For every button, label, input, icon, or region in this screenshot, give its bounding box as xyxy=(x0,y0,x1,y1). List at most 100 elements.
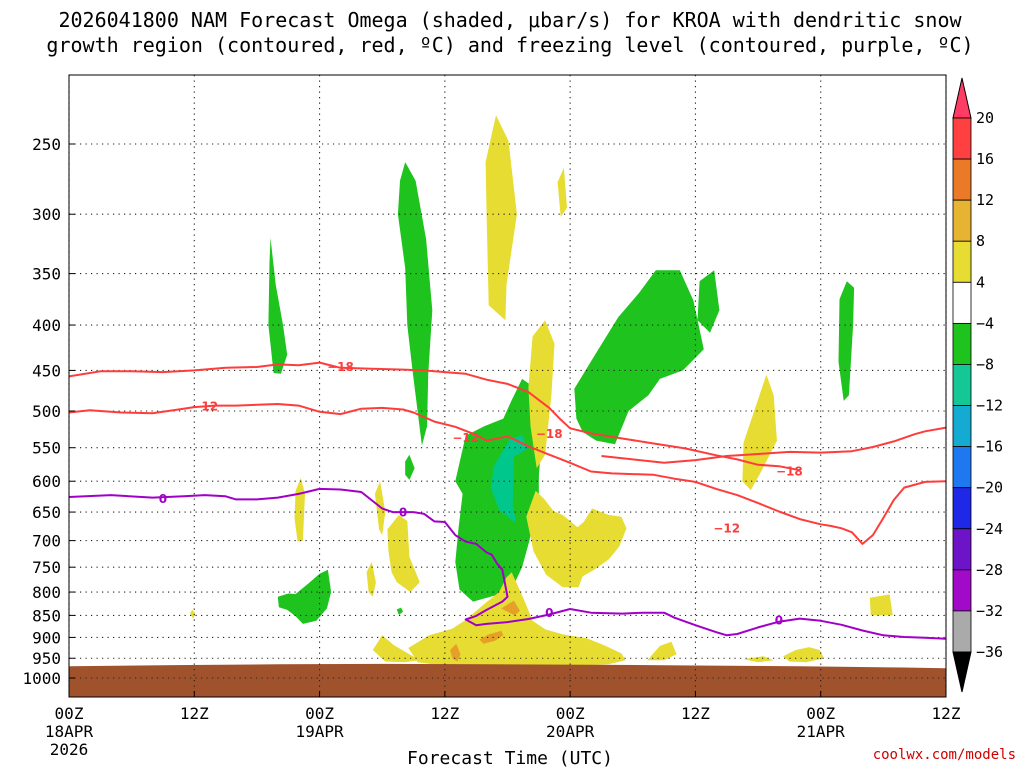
ground-mask xyxy=(69,663,946,697)
colorbar-label-9: −20 xyxy=(976,479,1003,497)
x-tick-label-24-2: 19APR xyxy=(295,722,344,741)
omega-green-1 xyxy=(268,237,288,374)
contour-label-dgz_minus18-0: −18 xyxy=(327,360,354,374)
x-tick-label-48-2: 20APR xyxy=(546,722,595,741)
contour-label-freezing_level-2: 0 xyxy=(545,606,553,620)
omega-yellow-11 xyxy=(408,572,626,666)
contour-dgz_upper_branch xyxy=(601,426,947,464)
omega-yellow-13 xyxy=(783,647,824,663)
colorbar-segment-2 xyxy=(952,199,972,242)
credit-text[interactable]: coolwx.com/models xyxy=(873,747,1016,763)
omega-green-6 xyxy=(697,270,720,333)
omega-green-2 xyxy=(397,162,433,446)
colorbar-label-1: 16 xyxy=(976,150,994,168)
colorbar-bottom-arrow xyxy=(952,651,972,693)
omega-green-8 xyxy=(277,569,332,624)
x-tick-label-24-1: 00Z xyxy=(305,704,334,723)
y-tick-label-700: 700 xyxy=(32,532,61,551)
colorbar-segment-7 xyxy=(952,405,972,448)
y-tick-label-250: 250 xyxy=(32,135,61,154)
colorbar-label-0: 20 xyxy=(976,109,994,127)
omega-yellow-2 xyxy=(557,167,567,217)
x-tick-label-12-1: 12Z xyxy=(180,704,209,723)
colorbar-segment-11 xyxy=(952,569,972,612)
y-tick-label-750: 750 xyxy=(32,558,61,577)
y-tick-label-600: 600 xyxy=(32,472,61,491)
colorbar-segment-3 xyxy=(952,240,972,283)
plot-area: −18 −18 −18 −12 −12 −12 0 0 0 0 xyxy=(68,75,947,697)
y-tick-label-500: 500 xyxy=(32,402,61,421)
chart-title-line1: 2026041800 NAM Forecast Omega (shaded, μ… xyxy=(58,8,962,32)
contour-label-dgz_minus12-1: −12 xyxy=(452,431,479,445)
y-tick-label-350: 350 xyxy=(32,265,61,284)
omega-yellow-8 xyxy=(374,481,386,536)
omega-yellow-10 xyxy=(372,635,420,663)
colorbar-segment-6 xyxy=(952,364,972,406)
colorbar-label-5: −4 xyxy=(976,314,994,332)
omega-yellow-1 xyxy=(485,115,517,321)
omega-yellow-6 xyxy=(294,478,305,542)
colorbar-segment-5 xyxy=(952,322,972,365)
colorbar-label-6: −8 xyxy=(976,355,994,373)
omega-yellow-9 xyxy=(366,562,376,597)
omega-orange-2 xyxy=(450,643,461,662)
colorbar-label-13: −36 xyxy=(976,643,1003,661)
y-tick-label-550: 550 xyxy=(32,439,61,458)
colorbar-segment-8 xyxy=(952,446,972,489)
contour-label-dgz_minus12-0: −12 xyxy=(191,399,218,413)
omega-green-7 xyxy=(838,281,855,401)
x-tick-label-0-2: 18APR xyxy=(45,722,94,741)
contour-label-freezing_level-3: 0 xyxy=(775,613,783,627)
omega-orange-3 xyxy=(501,600,520,616)
omega-green-9 xyxy=(405,454,415,480)
colorbar-label-2: 12 xyxy=(976,191,994,209)
contour-dgz_minus12 xyxy=(68,403,947,545)
chart-title-line2: growth region (contoured, red, ºC) and f… xyxy=(46,33,973,57)
colorbar-segment-0 xyxy=(952,117,972,160)
omega-yellow-14 xyxy=(869,594,893,616)
omega-orange-1 xyxy=(479,630,504,644)
y-tick-label-850: 850 xyxy=(32,606,61,625)
colorbar-label-3: 8 xyxy=(976,232,985,250)
y-tick-label-650: 650 xyxy=(32,503,61,522)
colorbar-label-8: −16 xyxy=(976,438,1003,456)
colorbar-segment-12 xyxy=(952,610,972,653)
y-axis: 250 300 350 400 450 500 550 600 650 700 750 800 850 9… xyxy=(22,135,75,688)
x-tick-label-36-1: 12Z xyxy=(430,704,459,723)
contour-label-dgz_minus18-1: −18 xyxy=(536,427,563,441)
omega-yellow-3 xyxy=(528,320,555,469)
omega-shading xyxy=(190,115,893,666)
colorbar-top-arrow xyxy=(952,77,972,119)
omega-yellow-5 xyxy=(742,374,777,491)
contour-lines xyxy=(68,361,947,640)
colorbar-segment-9 xyxy=(952,487,972,530)
y-tick-label-450: 450 xyxy=(32,361,61,380)
x-tick-label-0-1: 00Z xyxy=(55,704,84,723)
contour-dgz_minus18 xyxy=(68,361,800,472)
colorbar-label-12: −32 xyxy=(976,602,1003,620)
colorbar-label-11: −28 xyxy=(976,561,1003,579)
colorbar-label-7: −12 xyxy=(976,397,1003,415)
omega-green-10 xyxy=(396,607,404,615)
contour-label-dgz_minus12-2: −12 xyxy=(713,521,740,535)
omega-yellow-15 xyxy=(190,609,196,619)
omega-yellow-12 xyxy=(647,641,677,661)
contour-label-freezing_level-1: 0 xyxy=(399,506,407,520)
colorbar-segment-10 xyxy=(952,528,972,571)
colorbar-segment-4 xyxy=(952,281,972,324)
x-axis-title: Forecast Time (UTC) xyxy=(407,748,613,768)
y-tick-label-900: 900 xyxy=(32,628,61,647)
ground-fill xyxy=(69,663,946,697)
x-tick-label-48-1: 00Z xyxy=(556,704,585,723)
colorbar-label-10: −24 xyxy=(976,520,1003,538)
x-tick-label-72-2: 21APR xyxy=(797,722,846,741)
x-tick-label-60-1: 12Z xyxy=(681,704,710,723)
omega-yellow-7 xyxy=(387,515,420,592)
y-tick-label-800: 800 xyxy=(32,583,61,602)
plot-frame xyxy=(68,74,947,698)
omega-yellow-16 xyxy=(743,656,774,663)
contour-labels: −18 −18 −18 −12 −12 −12 0 0 0 0 xyxy=(159,360,803,627)
contour-label-freezing_level-0: 0 xyxy=(159,492,167,506)
